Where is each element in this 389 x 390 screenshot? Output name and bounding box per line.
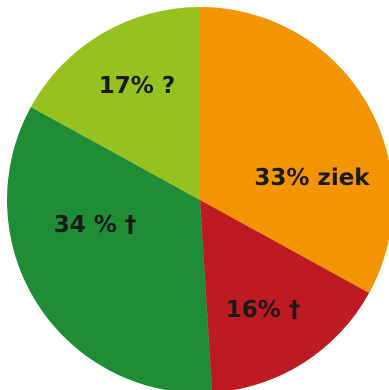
slice-label-dead-34: 34 % †	[54, 212, 137, 238]
slice-label-unknown: 17% ?	[99, 73, 175, 99]
pie-slices	[7, 6, 389, 390]
slice-label-dead-16: 16% †	[226, 297, 301, 323]
pie-slice-ziek	[200, 7, 389, 293]
pie-slice-dead-34	[7, 107, 212, 390]
slice-label-ziek: 33% ziek	[254, 165, 370, 191]
pie-slice-dead-16	[200, 200, 370, 390]
pie-labels: 33% ziek 16% † 34 % † 17% ?	[54, 73, 371, 323]
pie-slice-unknown	[30, 6, 201, 201]
